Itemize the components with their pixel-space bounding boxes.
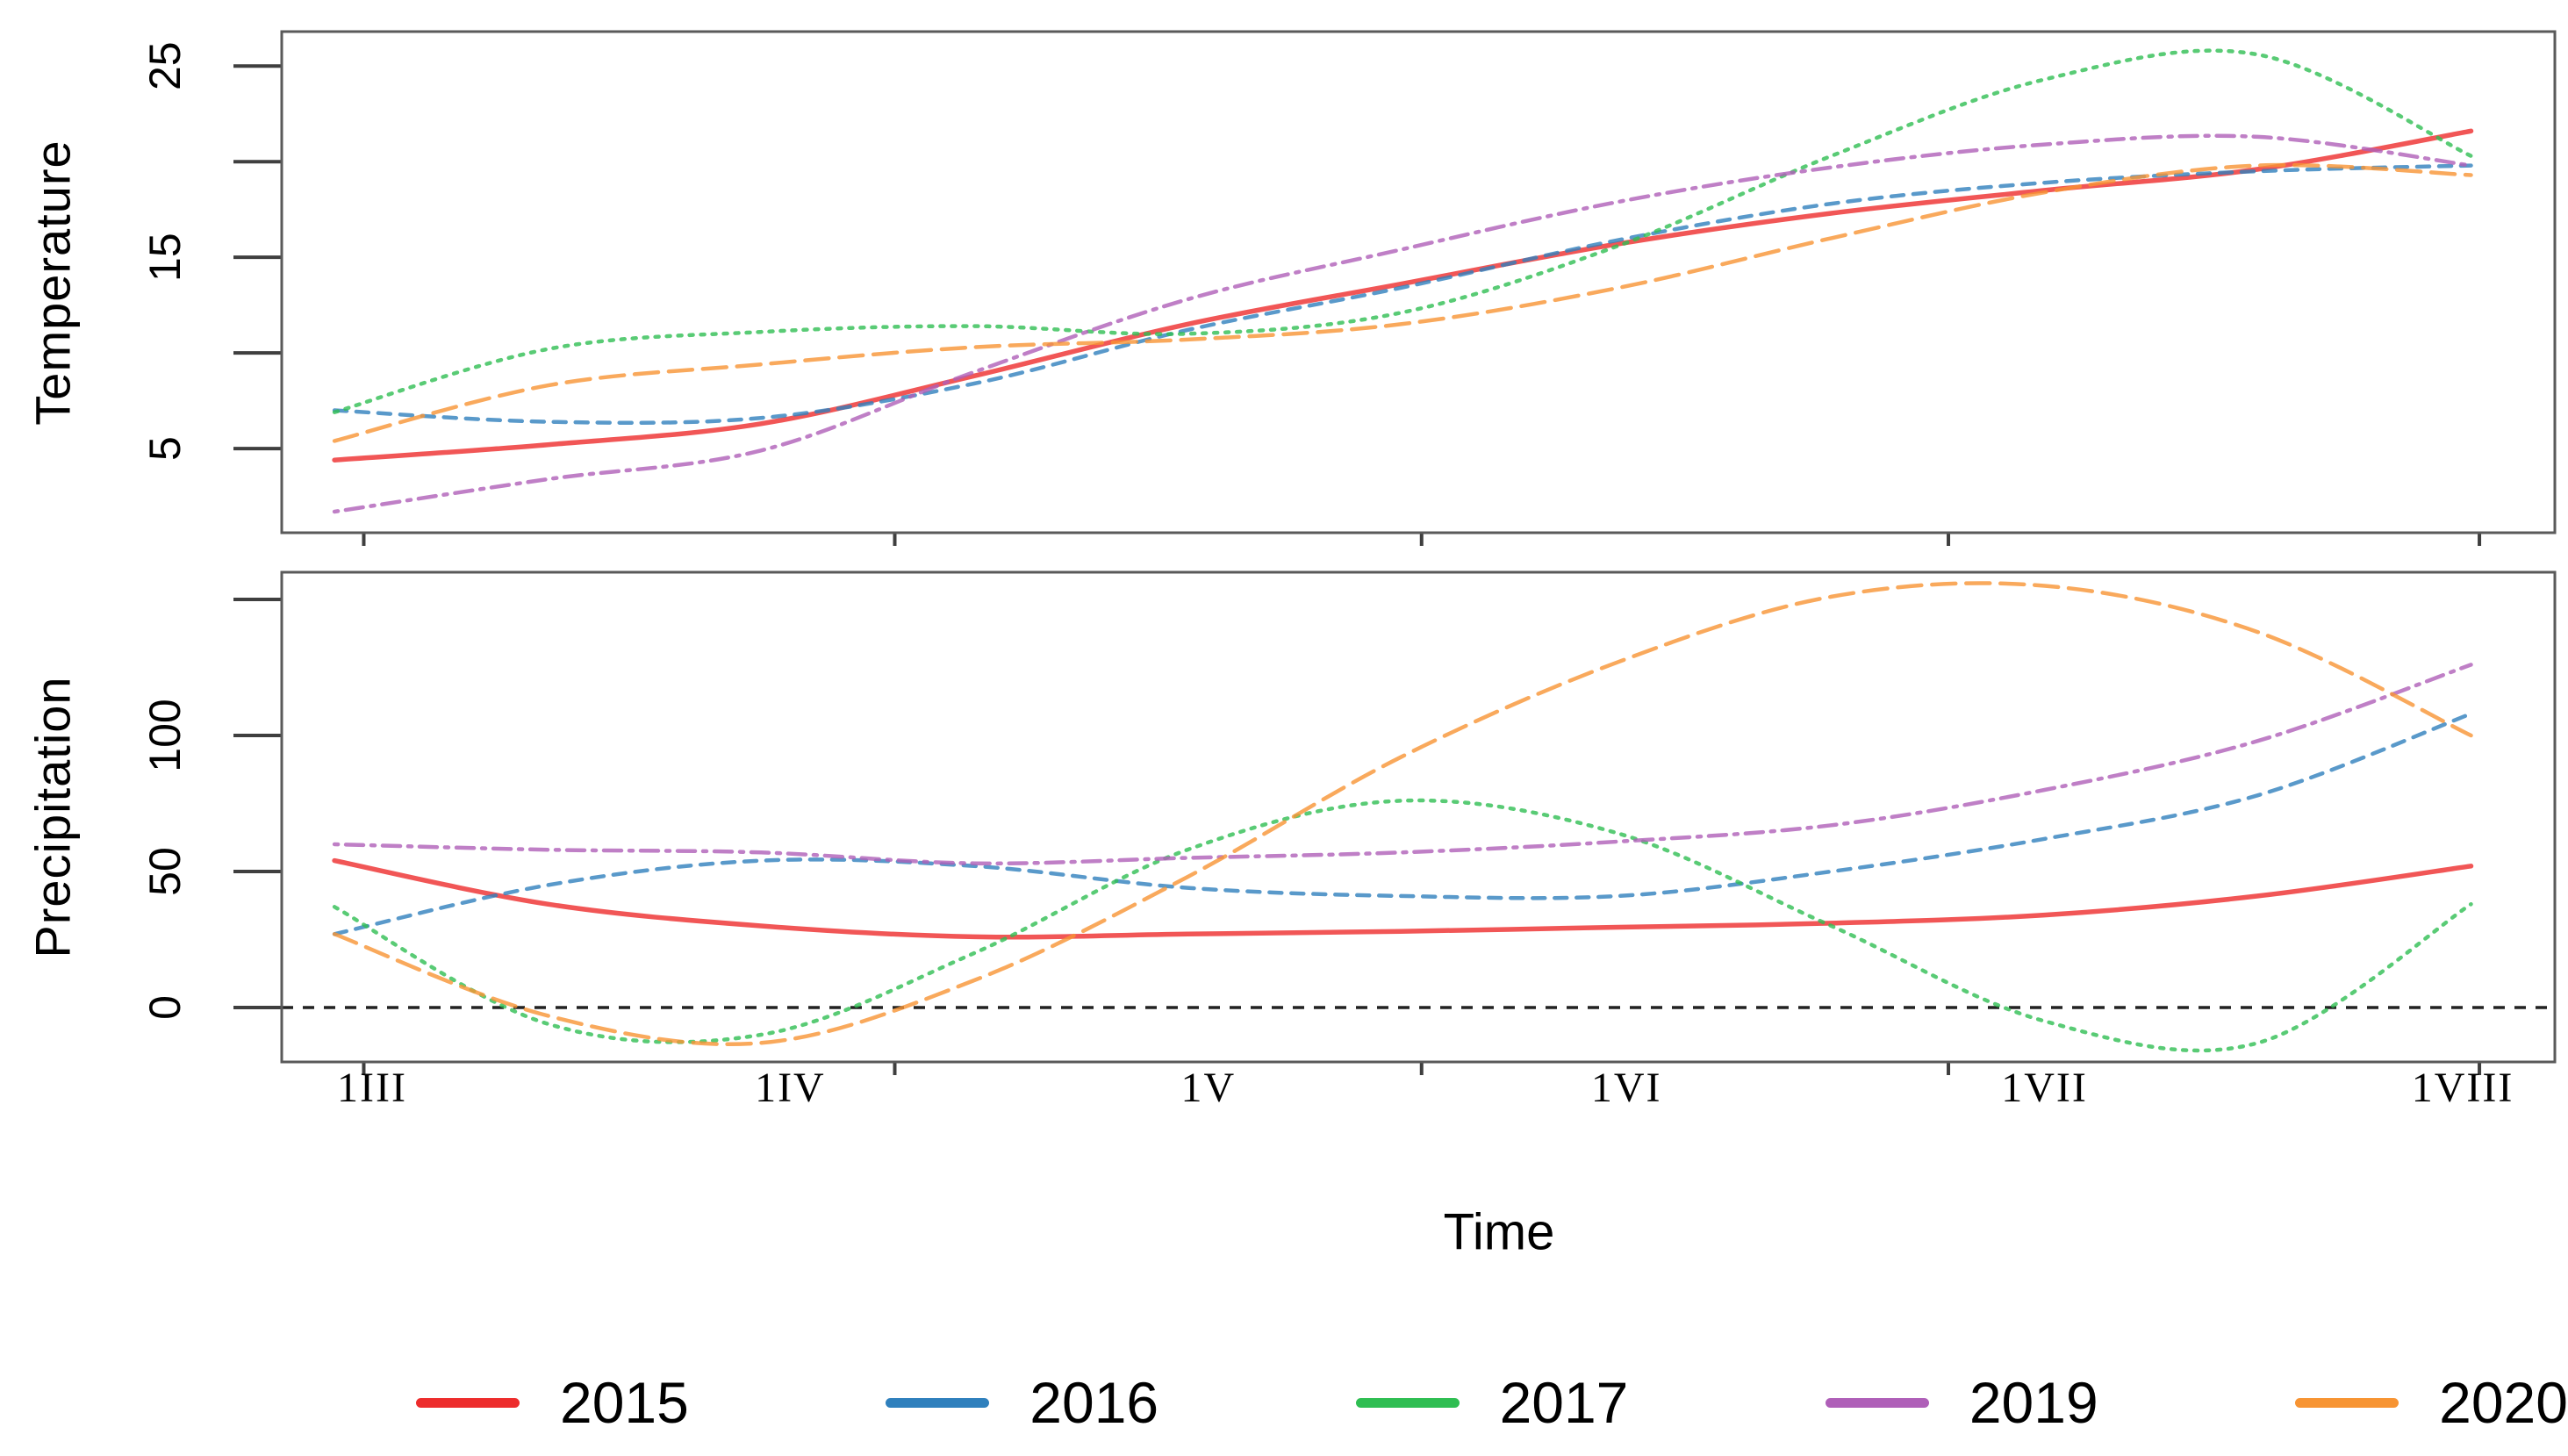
panel-border-temperature	[280, 30, 2557, 534]
legend-item-2015: 2015	[416, 1374, 689, 1431]
legend-label-2015: 2015	[560, 1370, 689, 1435]
legend-label-2017: 2017	[1499, 1370, 1629, 1435]
series-line-temperature-2020	[332, 162, 2473, 443]
series-line-precipitation-2016	[332, 711, 2473, 936]
x-tick-label-1V: 1V	[1180, 1065, 1236, 1111]
y-tick-label-precipitation-50: 50	[140, 847, 190, 896]
legend-item-2016: 2016	[886, 1374, 1158, 1431]
y-axis-title-precipitation: Precipitation	[25, 676, 81, 958]
y-tick-label-temperature-15: 15	[140, 233, 190, 282]
legend-swatch-2015	[416, 1397, 520, 1408]
y-tick-label-temperature-25: 25	[140, 41, 190, 90]
series-line-precipitation-2015	[332, 857, 2474, 940]
series-line-precipitation-2020	[332, 581, 2473, 1046]
x-tick-label-1IV: 1IV	[755, 1065, 826, 1111]
legend-label-2020: 2020	[2439, 1370, 2568, 1435]
legend-item-2020: 2020	[2295, 1374, 2568, 1431]
legend-swatch-2020	[2295, 1397, 2399, 1408]
x-tick-label-1III: 1III	[337, 1065, 407, 1111]
y-tick-label-precipitation-0: 0	[140, 995, 190, 1020]
x-tick-label-1VII: 1VII	[2001, 1065, 2088, 1111]
panel-border-precipitation	[280, 570, 2557, 1064]
series-line-temperature-2019	[332, 133, 2473, 514]
chart-legend: 2015 2016 2017 2019 2020	[416, 1359, 2568, 1446]
legend-item-2017: 2017	[1355, 1370, 1629, 1435]
x-tick-label-1VIII: 1VIII	[2412, 1065, 2514, 1111]
legend-swatch-2016	[886, 1397, 990, 1408]
series-line-temperature-2016	[332, 163, 2473, 425]
series-line-temperature-2017	[332, 48, 2473, 414]
y-axis-title-temperature: Temperature	[25, 140, 81, 426]
legend-item-2019: 2019	[1825, 1370, 2098, 1435]
legend-swatch-2019	[1825, 1397, 1929, 1408]
series-line-temperature-2015	[332, 128, 2474, 463]
legend-label-2016: 2016	[1029, 1370, 1159, 1435]
legend-swatch-2017	[1355, 1397, 1460, 1408]
x-axis-title: Time	[1443, 1203, 1555, 1261]
y-tick-label-precipitation-100: 100	[140, 699, 190, 771]
legend-label-2019: 2019	[1969, 1370, 2098, 1435]
series-line-precipitation-2019	[332, 663, 2473, 866]
series-line-precipitation-2017	[332, 798, 2473, 1053]
y-tick-label-temperature-5: 5	[140, 436, 190, 461]
x-tick-label-1VI: 1VI	[1591, 1065, 1662, 1111]
